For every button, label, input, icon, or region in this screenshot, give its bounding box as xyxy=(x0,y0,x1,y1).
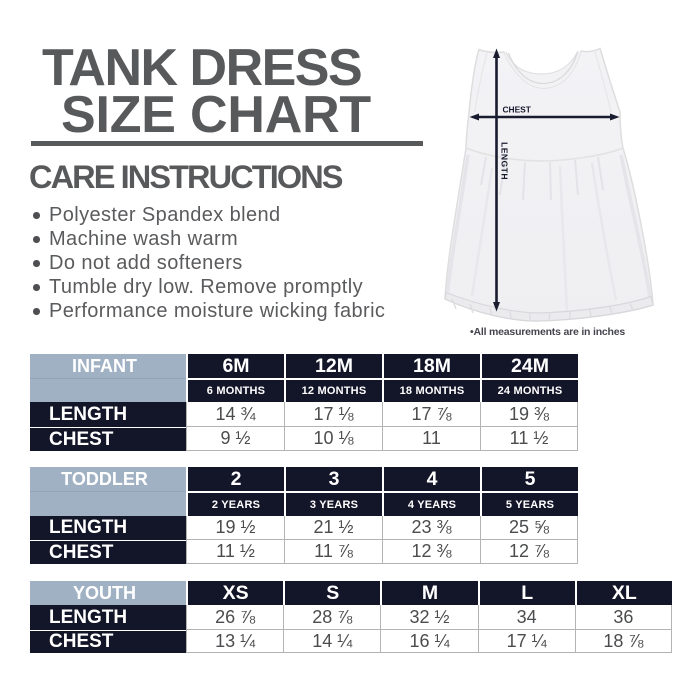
svg-text:LENGTH: LENGTH xyxy=(500,142,510,180)
svg-text:CHEST: CHEST xyxy=(503,105,532,115)
